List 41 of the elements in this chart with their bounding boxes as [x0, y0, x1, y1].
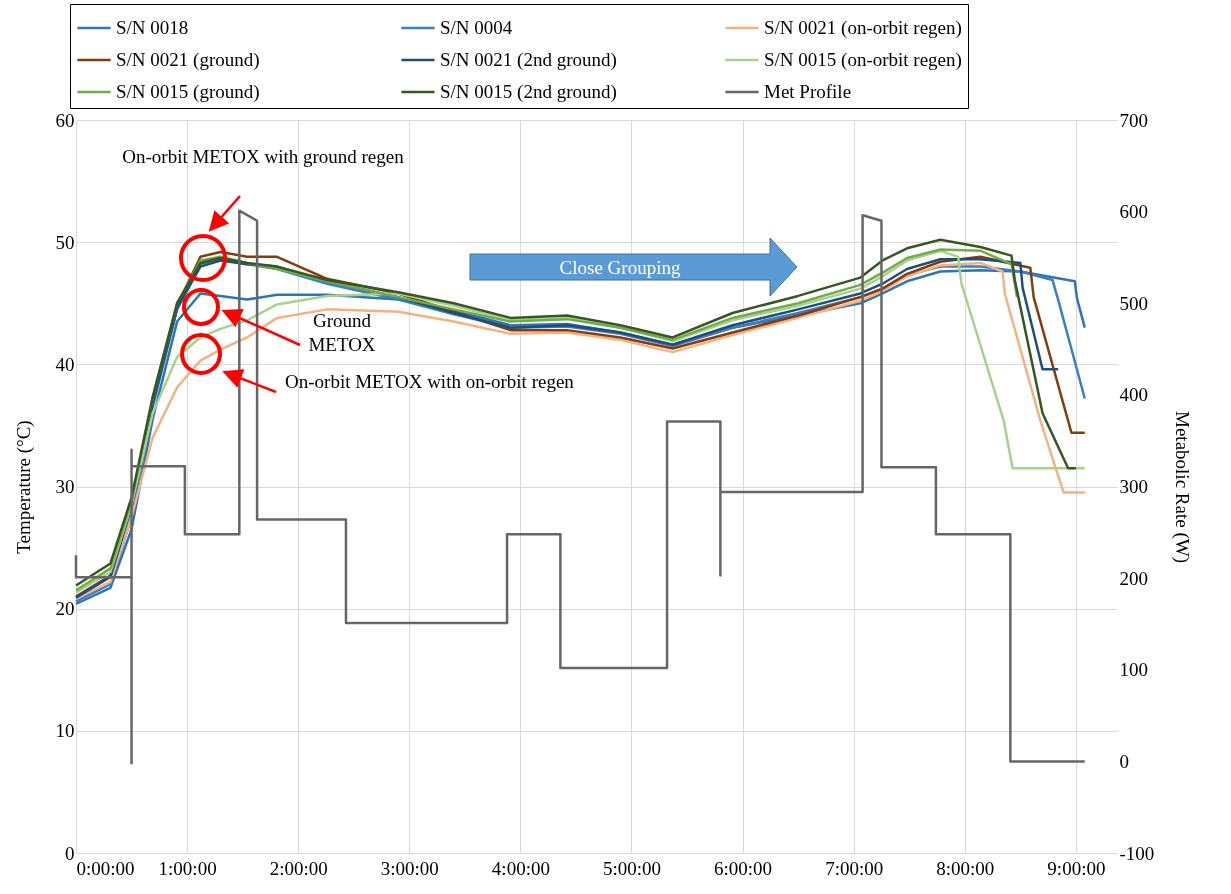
- y2-tick-label: 500: [1119, 292, 1148, 314]
- legend-label: S/N 0015 (ground): [116, 81, 260, 103]
- y-axis-title: Temperature (°C): [12, 420, 35, 554]
- y2-tick-label: 0: [1119, 750, 1129, 772]
- y-tick-label: 50: [55, 231, 75, 253]
- y2-tick-label: 100: [1119, 659, 1148, 681]
- y2-tick-label: 600: [1119, 201, 1148, 223]
- legend-label: S/N 0015 (2nd ground): [440, 81, 617, 103]
- x-tick-label: 4:00:00: [491, 857, 550, 879]
- y2-tick-label: 400: [1119, 384, 1148, 406]
- annotation: Ground METOX: [308, 310, 376, 355]
- legend-label: S/N 0021 (ground): [116, 49, 260, 71]
- y-tick-label: 30: [55, 476, 75, 497]
- y-tick-label: 0: [65, 842, 75, 864]
- legend-label: Met Profile: [764, 81, 852, 102]
- x-tick-label: 3:00:00: [380, 857, 439, 879]
- x-tick-label: 0:00:00: [76, 857, 135, 879]
- x-tick-label: 2:00:00: [269, 857, 328, 879]
- y2-tick-label: 300: [1119, 476, 1148, 497]
- legend-label: S/N 0021 (2nd ground): [440, 49, 617, 71]
- x-tick-label: 7:00:00: [825, 857, 884, 879]
- y-tick-label: 40: [55, 353, 75, 375]
- x-tick-label: 5:00:00: [602, 857, 662, 879]
- legend-label: S/N 0004: [440, 17, 513, 38]
- legend-label: S/N 0015 (on-orbit regen): [764, 49, 962, 71]
- annotation: Close Grouping: [559, 257, 681, 278]
- annotation: On-orbit METOX with ground regen: [122, 146, 405, 167]
- y2-tick-label: 200: [1119, 567, 1148, 589]
- y-tick-label: 10: [55, 720, 75, 742]
- y-tick-label: 20: [55, 598, 75, 620]
- y2-tick-label: -100: [1119, 842, 1155, 864]
- y-tick-label: 60: [55, 109, 75, 131]
- legend-label: S/N 0018: [116, 17, 189, 38]
- legend-label: S/N 0021 (on-orbit regen): [764, 17, 962, 39]
- y2-tick-label: 700: [1119, 109, 1148, 131]
- x-tick-label: 6:00:00: [714, 857, 773, 879]
- y2-axis-title: Metabolic Rate (W): [1171, 411, 1194, 563]
- annotation: On-orbit METOX with on-orbit regen: [285, 371, 575, 392]
- x-tick-label: 1:00:00: [158, 857, 217, 879]
- x-tick-label: 8:00:00: [936, 857, 995, 879]
- x-tick-label: 9:00:00: [1047, 857, 1106, 879]
